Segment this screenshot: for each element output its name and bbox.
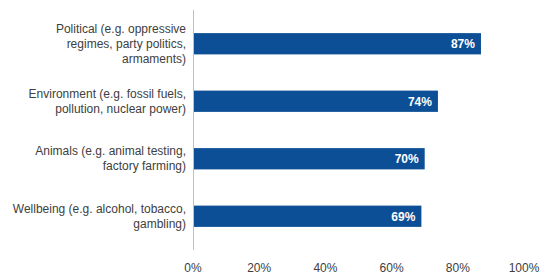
bars: [193, 33, 481, 227]
tick-label: 0%: [184, 261, 202, 275]
data-label: 70%: [395, 152, 419, 166]
tick-label: 80%: [446, 261, 470, 275]
category-label: Animals (e.g. animal testing,factory far…: [35, 144, 186, 173]
tick-label: 100%: [509, 261, 540, 275]
data-label: 74%: [408, 95, 432, 109]
tick-label: 20%: [247, 261, 271, 275]
tick-label: 40%: [313, 261, 337, 275]
data-label: 87%: [451, 37, 475, 51]
axis-line: [193, 10, 194, 250]
bar: [193, 148, 425, 169]
bar: [193, 206, 421, 227]
category-label: Wellbeing (e.g. alcohol, tobacco,gamblin…: [13, 202, 186, 231]
bar: [193, 91, 438, 112]
data-label: 69%: [391, 210, 415, 224]
bar: [193, 33, 481, 54]
category-label: Environment (e.g. fossil fuels,pollution…: [29, 87, 186, 116]
tick-label: 60%: [380, 261, 404, 275]
category-label: Political (e.g. oppressiveregimes, party…: [56, 22, 186, 66]
chart: 0% 20% 40% 60% 80% 100% 87% 74% 70% 69% Political …: [0, 0, 550, 280]
